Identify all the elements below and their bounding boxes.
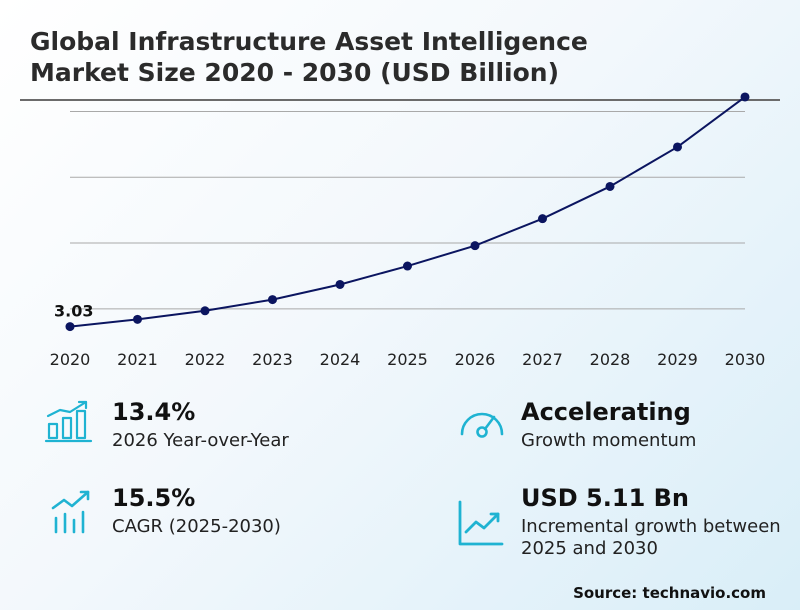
speedometer-icon <box>456 402 508 448</box>
x-tick-label-2023: 2023 <box>252 350 293 369</box>
data-point-2021 <box>133 314 142 324</box>
chart-series <box>65 92 750 332</box>
data-point-2022 <box>200 306 210 316</box>
stat-incremental-value: USD 5.11 Bn <box>521 484 689 512</box>
data-point-2023 <box>268 295 277 305</box>
data-point-2028 <box>605 181 615 191</box>
stat-momentum-value: Accelerating <box>521 398 691 426</box>
stat-yoy-desc: 2026 Year-over-Year <box>112 430 289 451</box>
data-label-0: 3.03 <box>54 302 93 321</box>
data-point-2024 <box>335 279 345 289</box>
title-line-1: Global Infrastructure Asset Intelligence <box>30 27 588 56</box>
data-point-2027 <box>538 214 547 224</box>
x-tick-label-2027: 2027 <box>522 350 563 369</box>
line-chart: 2020 2021 2022 2023 2024 2025 2026 2027 2028 2029… <box>50 92 766 369</box>
line-chart-icon <box>456 500 506 552</box>
trend-bars-icon <box>50 488 100 540</box>
x-tick-label-2022: 2022 <box>185 350 226 369</box>
data-point-2025 <box>403 261 412 271</box>
stat-cagr-value: 15.5% <box>112 484 196 512</box>
title-line-2: Market Size 2020 - 2030 (USD Billion) <box>30 58 559 87</box>
x-tick-label-2025: 2025 <box>387 350 428 369</box>
data-point-2026 <box>470 241 480 251</box>
stat-momentum-desc: Growth momentum <box>521 430 697 451</box>
stat-cagr: 15.5% CAGR (2025-2030) <box>112 484 281 538</box>
x-tick-label-2029: 2029 <box>657 350 698 369</box>
source-credit: Source: technavio.com <box>573 584 766 602</box>
x-tick-label-2030: 2030 <box>725 350 766 369</box>
data-point-2030 <box>740 92 750 102</box>
x-tick-label-2026: 2026 <box>455 350 496 369</box>
stat-momentum: Accelerating Growth momentum <box>521 398 696 452</box>
data-point-2020 <box>65 322 75 332</box>
stat-yoy-value: 13.4% <box>112 398 196 426</box>
series-line <box>69 96 746 328</box>
stat-incremental-desc: Incremental growth between 2025 and 2030 <box>521 516 781 559</box>
grid-lines <box>70 110 745 310</box>
bar-chart-growth-icon <box>44 398 94 448</box>
title-divider <box>20 99 780 101</box>
stat-incremental: USD 5.11 Bn Incremental growth between 2… <box>521 484 781 560</box>
x-tick-label-2024: 2024 <box>320 350 361 369</box>
x-tick-label-2021: 2021 <box>117 350 158 369</box>
stat-cagr-desc: CAGR (2025-2030) <box>112 516 281 537</box>
data-point-2029 <box>673 142 682 152</box>
x-tick-label-2028: 2028 <box>590 350 631 369</box>
stat-yoy: 13.4% 2026 Year-over-Year <box>112 398 289 452</box>
chart-labels: 2020 2021 2022 2023 2024 2025 2026 2027 2028 2029… <box>50 302 766 369</box>
chart-title: Global Infrastructure Asset Intelligence… <box>30 26 770 88</box>
x-tick-label-2020: 2020 <box>50 350 91 369</box>
